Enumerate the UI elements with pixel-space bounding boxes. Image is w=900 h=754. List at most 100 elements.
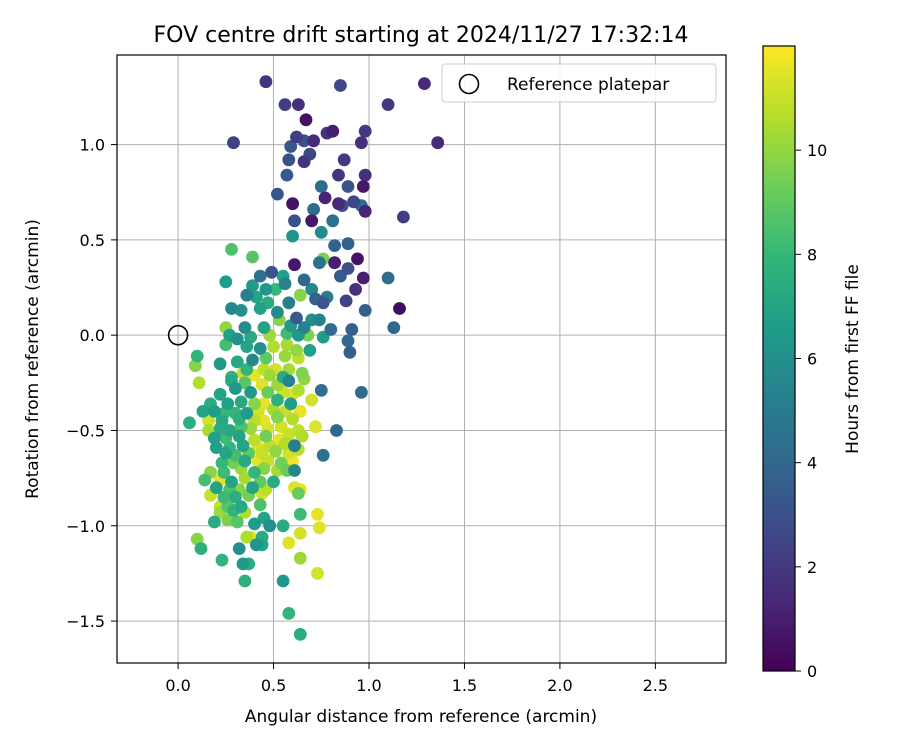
data-point — [278, 437, 292, 451]
data-point — [213, 387, 227, 401]
data-point — [223, 424, 237, 437]
data-point — [356, 271, 370, 285]
data-point — [188, 359, 202, 373]
y-tick-label: −1.5 — [66, 612, 105, 631]
data-point — [397, 210, 410, 224]
data-point — [293, 288, 307, 302]
colorbar-tick-label: 6 — [807, 350, 817, 369]
data-point — [431, 136, 445, 150]
data-point — [349, 283, 362, 296]
data-point — [276, 574, 290, 588]
x-axis-ticks: 0.0 0.5 1.0 1.5 2.0 2.5 — [165, 663, 668, 695]
data-point — [282, 607, 296, 620]
data-point — [240, 340, 254, 353]
data-point — [343, 345, 357, 359]
data-point — [271, 187, 284, 201]
chart-title: FOV centre drift starting at 2024/11/27 … — [154, 23, 689, 48]
data-point — [332, 168, 345, 182]
data-point — [271, 393, 284, 407]
data-point — [271, 305, 284, 319]
data-point — [230, 332, 244, 346]
data-point — [393, 302, 406, 315]
data-point — [381, 98, 395, 111]
data-point — [240, 406, 254, 420]
legend: Reference platepar — [441, 63, 717, 103]
colorbar-tick-label: 2 — [807, 558, 817, 577]
data-point — [418, 77, 431, 90]
y-tick-label: 0.0 — [80, 326, 105, 345]
data-point — [305, 214, 319, 228]
data-point — [318, 191, 332, 205]
x-tick-label: 2.5 — [643, 676, 668, 695]
data-point — [230, 355, 244, 369]
data-point — [229, 382, 242, 395]
data-point — [227, 136, 240, 150]
data-point — [234, 395, 248, 409]
data-point — [250, 538, 263, 552]
data-point — [248, 466, 261, 479]
data-point — [290, 344, 303, 357]
data-point — [305, 283, 319, 296]
colorbar-tick-label: 10 — [807, 141, 827, 160]
data-point — [337, 153, 351, 167]
data-point — [316, 448, 330, 462]
data-point — [313, 256, 326, 270]
data-point — [313, 521, 326, 535]
data-point — [248, 517, 261, 531]
data-point — [278, 98, 292, 111]
data-point — [240, 288, 254, 302]
data-point — [225, 475, 238, 489]
data-point — [313, 313, 326, 327]
data-point — [299, 113, 313, 127]
data-point — [355, 136, 368, 150]
data-point — [314, 225, 328, 239]
data-point — [307, 134, 320, 148]
data-point — [293, 527, 307, 540]
x-axis-label: Angular distance from reference (arcmin) — [245, 707, 597, 727]
data-point — [246, 481, 259, 495]
data-point — [351, 252, 364, 266]
data-point — [234, 500, 248, 514]
data-point — [341, 262, 355, 275]
data-point — [286, 412, 299, 426]
data-point — [293, 507, 307, 521]
colorbar-gradient — [762, 45, 796, 672]
data-point — [290, 130, 303, 144]
data-point — [215, 456, 229, 470]
data-point — [248, 433, 261, 447]
data-point — [355, 386, 368, 399]
y-tick-label: 0.5 — [80, 231, 105, 250]
data-point — [240, 363, 254, 376]
data-point — [192, 376, 206, 390]
data-point — [282, 296, 296, 310]
data-point — [217, 490, 231, 504]
data-point — [225, 302, 238, 315]
data-point — [328, 256, 341, 270]
data-point — [339, 294, 353, 308]
data-point — [253, 342, 267, 355]
data-point — [282, 374, 296, 388]
data-point — [232, 542, 246, 555]
data-point — [326, 214, 340, 228]
data-point — [238, 454, 252, 468]
data-point — [311, 567, 324, 580]
data-point — [250, 290, 263, 304]
colorbar-tick-label: 0 — [807, 662, 817, 681]
data-point — [263, 368, 277, 382]
colorbar: 0 2 4 6 8 10 Hours from first FF file — [762, 45, 863, 681]
data-point — [358, 168, 372, 182]
data-point — [271, 410, 284, 424]
data-point — [229, 490, 242, 504]
y-tick-label: 1.0 — [80, 136, 105, 155]
data-point — [288, 439, 301, 453]
data-point — [253, 302, 267, 315]
data-point — [219, 446, 233, 460]
y-axis-ticks: −1.5 −1.0 −0.5 0.0 0.5 1.0 — [66, 136, 117, 631]
data-point — [311, 507, 324, 521]
data-point — [209, 481, 223, 495]
y-tick-label: −0.5 — [66, 421, 105, 440]
data-point — [259, 351, 273, 365]
data-point — [284, 397, 298, 411]
data-point — [314, 180, 328, 193]
